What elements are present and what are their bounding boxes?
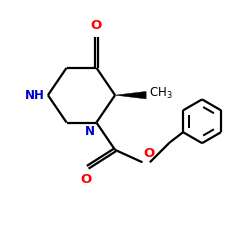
- Text: O: O: [91, 19, 102, 32]
- Text: O: O: [144, 147, 155, 160]
- Text: NH: NH: [25, 89, 45, 102]
- Text: O: O: [81, 173, 92, 186]
- Text: N: N: [85, 125, 95, 138]
- Polygon shape: [115, 92, 146, 99]
- Text: CH$_3$: CH$_3$: [149, 86, 173, 102]
